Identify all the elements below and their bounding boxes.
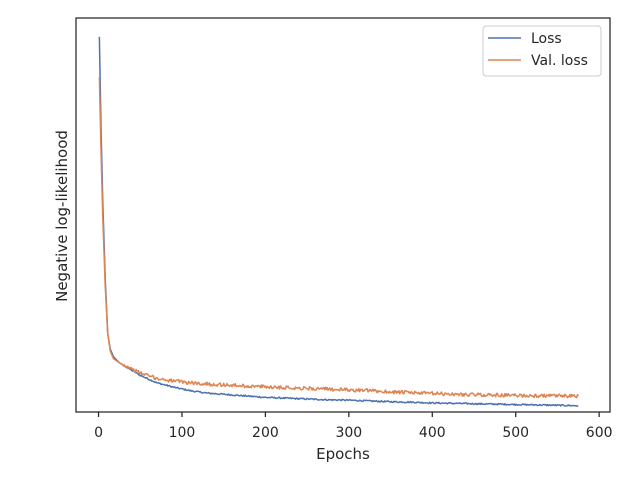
y-axis-label: Negative log-likelihood	[53, 130, 71, 302]
x-tick-label: 0	[94, 425, 103, 441]
legend: Loss Val. loss	[482, 25, 602, 77]
x-axis-ticks: 0 100 200 300 400 500 600	[94, 412, 613, 441]
legend-label-loss: Loss	[531, 31, 562, 47]
series-line-val-loss	[98, 77, 579, 399]
x-tick-label: 100	[169, 425, 196, 441]
x-tick-label: 400	[419, 425, 446, 441]
x-tick-label: 300	[335, 425, 362, 441]
plot-lines	[98, 36, 579, 407]
x-axis-label: Epochs	[316, 445, 370, 463]
x-tick-label: 600	[586, 425, 613, 441]
x-tick-label: 500	[502, 425, 529, 441]
series-line-loss	[98, 36, 579, 407]
plot-frame	[75, 17, 611, 413]
x-tick-label: 200	[252, 425, 279, 441]
legend-label-val-loss: Val. loss	[531, 53, 588, 69]
